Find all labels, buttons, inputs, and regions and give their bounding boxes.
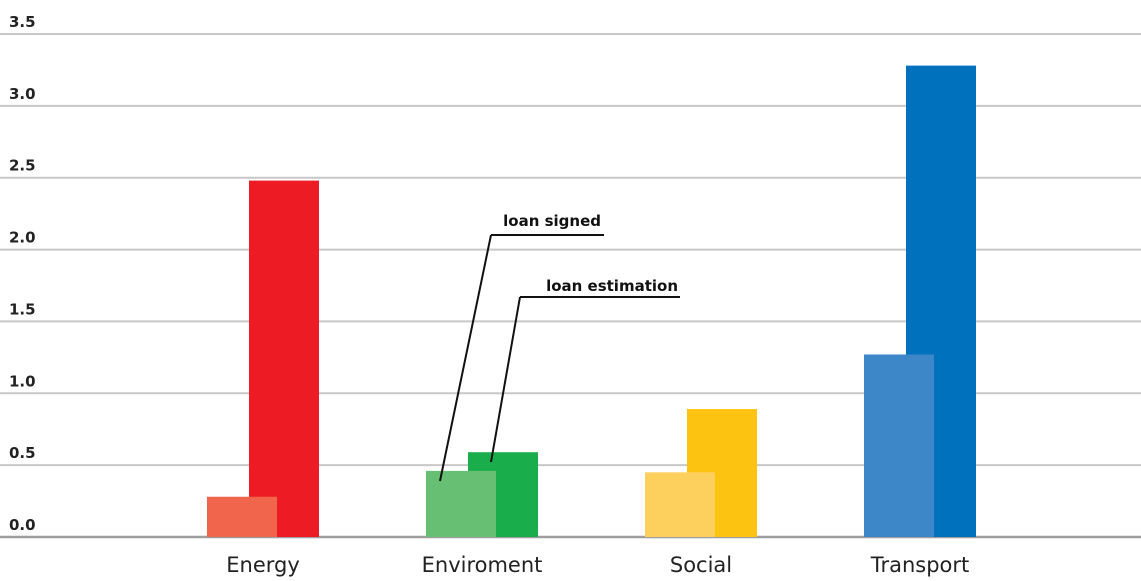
y-tick-label: 1.0 — [9, 372, 36, 390]
bar-transport-series-1 — [864, 354, 934, 537]
y-tick-label: 2.5 — [9, 157, 36, 175]
annotation-label-loan-estimation: loan estimation — [546, 277, 678, 295]
category-labels: Energy Enviroment Social Transport — [226, 553, 969, 577]
bar-social-series-1 — [645, 472, 715, 537]
bar-energy-series-1 — [207, 496, 277, 537]
y-tick-label: 2.0 — [9, 229, 36, 247]
bar-energy-series-2 — [249, 180, 319, 538]
y-tick-label: 1.5 — [9, 300, 36, 318]
category-label-energy: Energy — [226, 553, 300, 577]
y-tick-label: 3.5 — [9, 13, 36, 31]
annotation-label-loan-signed: loan signed — [503, 212, 601, 230]
y-tick-label: 3.0 — [9, 85, 36, 103]
category-label-social: Social — [670, 553, 732, 577]
y-axis-ticks: 0.0 0.5 1.0 1.5 2.0 2.5 3.0 3.5 — [9, 13, 36, 534]
annotations: loan signed loan estimation — [439, 212, 680, 482]
y-tick-label: 0.5 — [9, 444, 36, 462]
category-label-enviroment: Enviroment — [422, 553, 543, 577]
bars — [207, 65, 976, 538]
annotation-pointer-loan-estimation — [490, 296, 521, 463]
annotation-pointer-loan-signed — [439, 234, 492, 482]
y-tick-label: 0.0 — [9, 516, 36, 534]
bar-enviroment-series-1 — [426, 470, 496, 537]
category-label-transport: Transport — [870, 553, 970, 577]
